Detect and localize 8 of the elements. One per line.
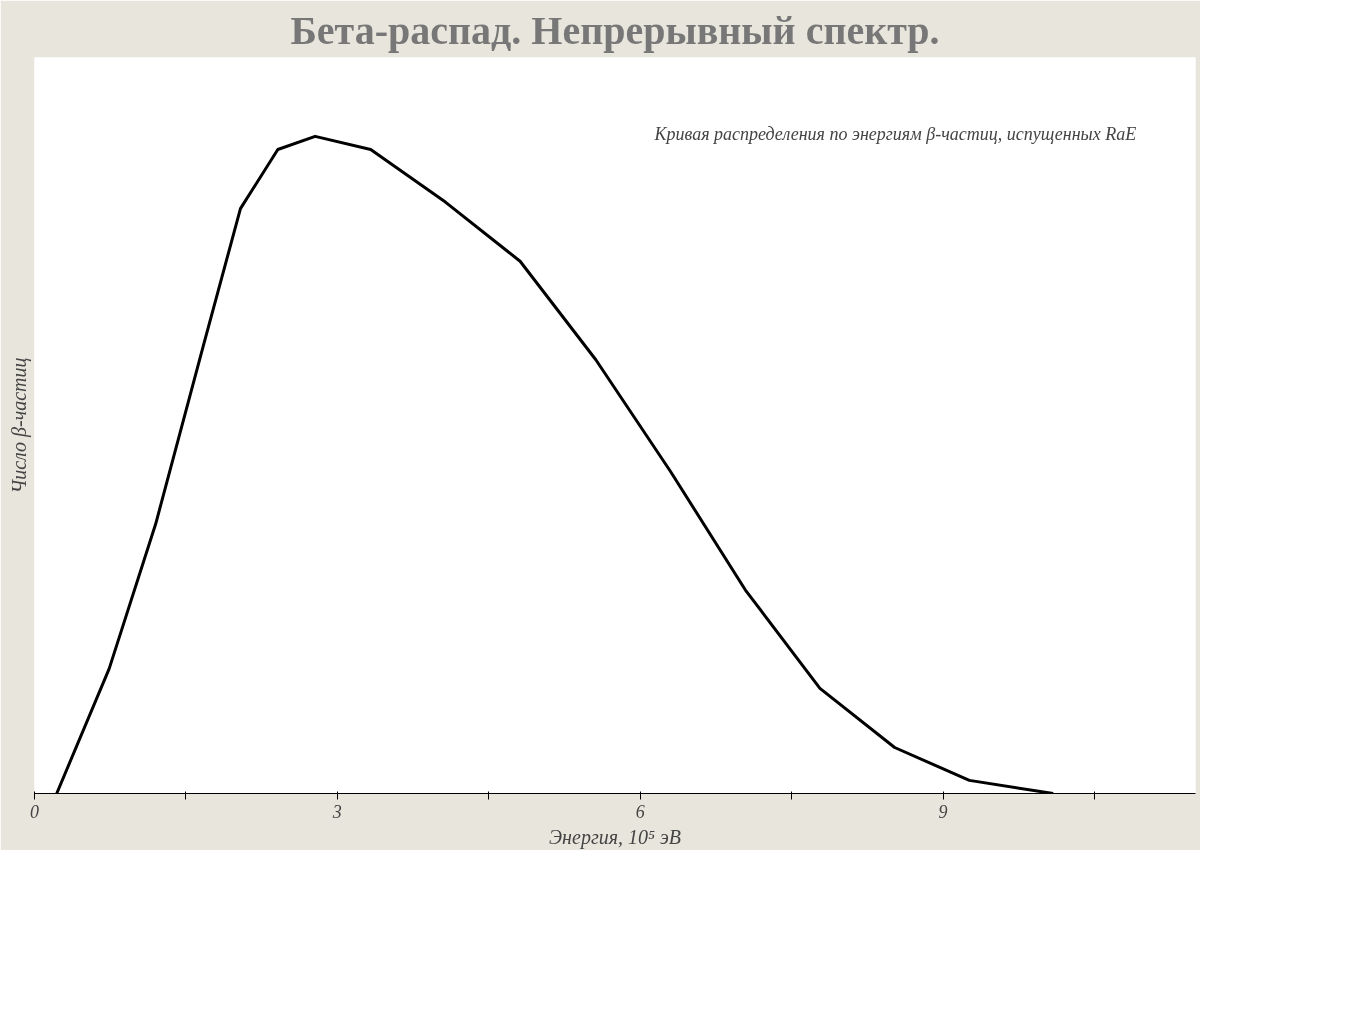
y-axis-title: Число β-частиц (7, 357, 31, 494)
x-tick-label: 0 (30, 801, 39, 822)
chart-title: Бета-распад. Непрерывный спектр. (290, 7, 940, 53)
x-tick-label: 9 (938, 801, 948, 822)
x-axis-title: Энергия, 10⁵ эВ (549, 825, 681, 849)
x-tick-label: 6 (635, 801, 645, 822)
annotation: Кривая распределения по энергиям β-частиц, испущенных RaE (653, 123, 1137, 144)
x-tick-label: 3 (331, 801, 342, 822)
